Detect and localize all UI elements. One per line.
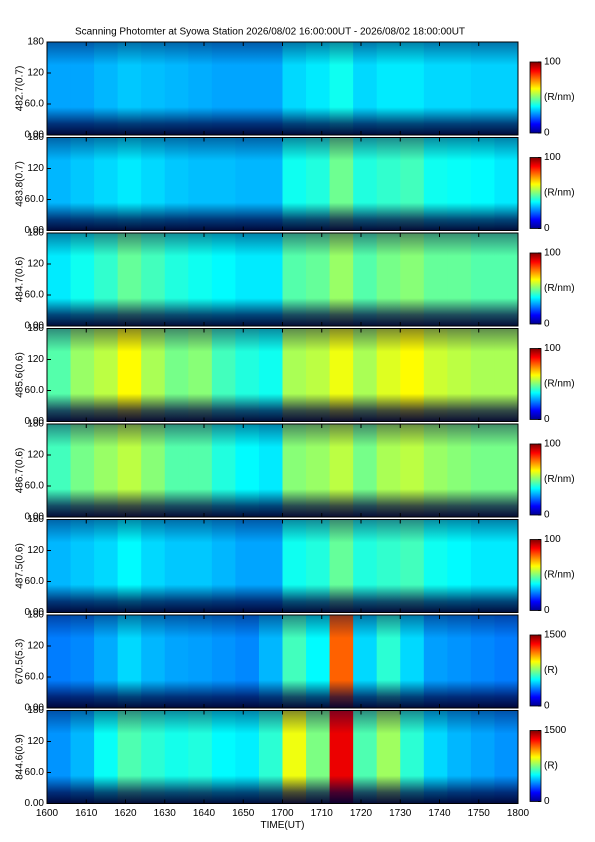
y-tick-label: 0.00 — [25, 607, 45, 618]
y-tick-label: 120 — [27, 641, 44, 652]
y-tick-label: 120 — [27, 736, 44, 747]
elevation-shade — [47, 42, 518, 135]
y-axis-label: 485.6(0.6) — [15, 352, 26, 398]
y-axis-label: 482.7(0.7) — [15, 66, 26, 112]
y-tick-label: 60.0 — [25, 672, 45, 683]
colorbar — [529, 157, 542, 229]
colorbar-tick-label: 1500 — [544, 630, 567, 641]
colorbar — [529, 443, 542, 516]
y-axis-label: 670.5(5.3) — [15, 639, 26, 685]
colorbar-tick-label: 100 — [544, 343, 561, 354]
elevation-shade — [47, 424, 518, 517]
colorbar-label: (R/nm) — [544, 283, 575, 294]
y-tick-label: 60.0 — [25, 290, 45, 301]
elevation-shade — [47, 519, 518, 613]
x-tick-label: 1730 — [389, 808, 412, 819]
y-tick-label: 0.00 — [25, 703, 45, 714]
colorbar-tick-label: 0 — [544, 223, 550, 234]
y-tick-label: 120 — [27, 259, 44, 270]
x-tick-label: 1640 — [193, 808, 216, 819]
x-axis-label: TIME(UT) — [261, 820, 305, 831]
y-tick-label: 60.0 — [25, 481, 45, 492]
chart-title: Scanning Photomter at Syowa Station 2026… — [75, 27, 465, 38]
y-tick-label: 0.00 — [25, 416, 45, 427]
colorbar — [529, 348, 542, 420]
y-tick-label: 180 — [27, 323, 44, 334]
y-tick-label: 60.0 — [25, 767, 45, 778]
y-tick-label: 120 — [27, 163, 44, 174]
colorbar — [529, 539, 542, 611]
colorbar-tick-label: 0 — [544, 510, 550, 521]
colorbar-tick-label: 100 — [544, 439, 561, 450]
y-tick-label: 180 — [27, 610, 44, 621]
y-tick-label: 60.0 — [25, 194, 45, 205]
y-axis-label: 484.7(0.6) — [15, 257, 26, 303]
colorbar-tick-label: 0 — [544, 605, 550, 616]
y-tick-label: 60.0 — [25, 385, 45, 396]
elevation-shade — [47, 137, 518, 231]
y-tick-label: 180 — [27, 228, 44, 239]
y-tick-label: 180 — [27, 419, 44, 430]
x-tick-label: 1740 — [428, 808, 451, 819]
colorbar — [529, 634, 542, 707]
colorbar-label: (R/nm) — [544, 379, 575, 390]
colorbar-tick-label: 100 — [544, 534, 561, 545]
colorbar-tick-label: 0 — [544, 128, 550, 139]
y-tick-label: 120 — [27, 545, 44, 556]
x-tick-label: 1800 — [507, 808, 530, 819]
colorbar-tick-label: 1500 — [544, 725, 567, 736]
y-tick-label: 180 — [27, 37, 44, 48]
y-tick-label: 0.00 — [25, 512, 45, 523]
y-tick-label: 120 — [27, 68, 44, 79]
elevation-shade — [47, 710, 518, 804]
y-axis-label: 844.6(0.9) — [15, 734, 26, 780]
elevation-shade — [47, 615, 518, 708]
y-tick-label: 60.0 — [25, 99, 45, 110]
colorbar — [529, 252, 542, 325]
colorbar-tick-label: 100 — [544, 248, 561, 259]
colorbar — [529, 61, 542, 134]
colorbar-tick-label: 0 — [544, 796, 550, 807]
x-tick-label: 1700 — [271, 808, 294, 819]
y-tick-label: 120 — [27, 354, 44, 365]
x-tick-label: 1620 — [114, 808, 137, 819]
x-tick-label: 1710 — [311, 808, 334, 819]
colorbar-label: (R/nm) — [544, 474, 575, 485]
colorbar-tick-label: 100 — [544, 57, 561, 68]
x-tick-label: 1600 — [36, 808, 59, 819]
colorbar-label: (R) — [544, 665, 558, 676]
x-tick-label: 1650 — [232, 808, 255, 819]
y-axis-label: 486.7(0.6) — [15, 448, 26, 494]
x-tick-label: 1610 — [75, 808, 98, 819]
colorbar-label: (R/nm) — [544, 92, 575, 103]
y-tick-label: 180 — [27, 514, 44, 525]
x-tick-label: 1750 — [468, 808, 491, 819]
colorbar — [529, 730, 542, 802]
y-tick-label: 0.00 — [25, 225, 45, 236]
colorbar-tick-label: 100 — [544, 152, 561, 163]
x-tick-label: 1720 — [350, 808, 373, 819]
colorbar-label: (R/nm) — [544, 188, 575, 199]
y-axis-label: 487.5(0.6) — [15, 543, 26, 589]
y-tick-label: 180 — [27, 132, 44, 143]
y-tick-label: 0.00 — [25, 130, 45, 141]
y-tick-label: 60.0 — [25, 576, 45, 587]
colorbar-tick-label: 0 — [544, 319, 550, 330]
y-axis-label: 483.8(0.7) — [15, 161, 26, 207]
colorbar-label: (R/nm) — [544, 570, 575, 581]
elevation-shade — [47, 233, 518, 326]
colorbar-tick-label: 0 — [544, 414, 550, 425]
y-tick-label: 0.00 — [25, 798, 45, 809]
colorbar-tick-label: 0 — [544, 701, 550, 712]
y-tick-label: 120 — [27, 450, 44, 461]
elevation-shade — [47, 328, 518, 422]
colorbar-label: (R) — [544, 761, 558, 772]
y-tick-label: 180 — [27, 705, 44, 716]
y-tick-label: 0.00 — [25, 321, 45, 332]
x-tick-label: 1630 — [154, 808, 177, 819]
